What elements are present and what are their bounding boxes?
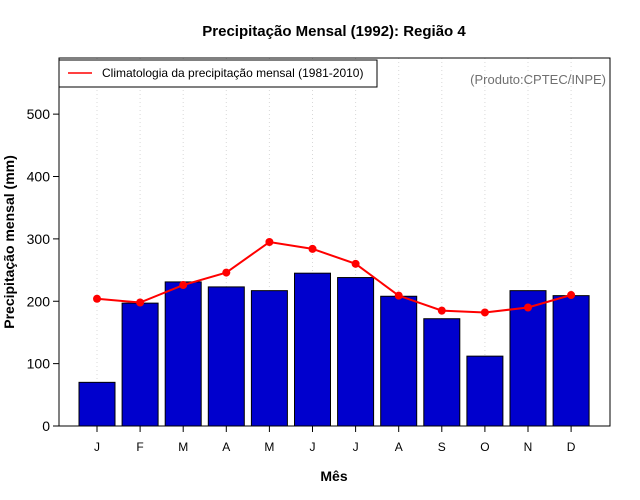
x-tick-label: O [480, 440, 489, 454]
plot-frame [58, 57, 611, 427]
bar-10 [466, 355, 504, 427]
climatology-line [96, 240, 572, 314]
x-tick-label: J [94, 440, 100, 454]
bar-7 [337, 277, 375, 427]
y-tick-label: 0 [42, 418, 50, 434]
climatology-point-8 [394, 291, 403, 300]
bar-9 [423, 318, 461, 427]
bar-5 [250, 290, 288, 427]
climatology-point-11 [524, 303, 532, 312]
y-tick-label: 400 [27, 169, 51, 185]
y-tick-label: 500 [27, 106, 51, 122]
climatology-point-5 [265, 238, 274, 246]
climatology-point-10 [480, 308, 489, 317]
bar-1 [78, 381, 116, 427]
climatology-point-9 [437, 306, 446, 315]
bar-3 [164, 281, 202, 427]
climatology-point-2 [136, 298, 145, 307]
bar-8 [380, 295, 418, 427]
climatology-series [93, 238, 576, 317]
y-tick-label: 300 [27, 231, 51, 247]
climatology-point-4 [222, 268, 231, 277]
product-credit: (Produto:CPTEC/INPE) [470, 72, 606, 87]
x-tick-label: F [136, 440, 143, 454]
bar-series [78, 272, 590, 427]
x-tick-label: N [524, 440, 533, 454]
x-tick-label: M [264, 440, 274, 454]
climatology-point-6 [308, 244, 317, 253]
legend: Climatologia da precipitação mensal (198… [58, 59, 378, 88]
legend-entry-climatology: Climatologia da precipitação mensal (198… [102, 66, 363, 80]
climatology-point-12 [567, 291, 576, 300]
climatology-point-7 [351, 259, 360, 268]
y-tick-label: 200 [27, 293, 51, 309]
legend-box [58, 59, 378, 88]
bar-4 [207, 286, 245, 427]
grid-lines [96, 58, 572, 426]
y-tick-label: 100 [27, 356, 51, 372]
x-tick-label: A [222, 440, 230, 454]
chart-title: Precipitação Mensal (1992): Região 4 [202, 23, 466, 40]
y-axis-label: Precipitação mensal (mm) [1, 155, 17, 329]
bar-6 [294, 272, 331, 427]
x-tick-label: A [395, 440, 403, 454]
x-tick-label: J [353, 440, 359, 454]
climatology-point-1 [93, 294, 101, 303]
y-axis: 0 100 200 300 400 500 [27, 106, 59, 434]
x-tick-label: J [310, 440, 316, 454]
x-tick-label: S [438, 440, 446, 454]
bar-2 [121, 302, 159, 427]
bar-11 [509, 290, 547, 427]
x-tick-label: M [178, 440, 188, 454]
climatology-point-3 [179, 281, 188, 290]
bar-12 [552, 295, 590, 427]
x-tick-label: D [567, 440, 576, 454]
x-axis-label: Mês [320, 468, 347, 484]
